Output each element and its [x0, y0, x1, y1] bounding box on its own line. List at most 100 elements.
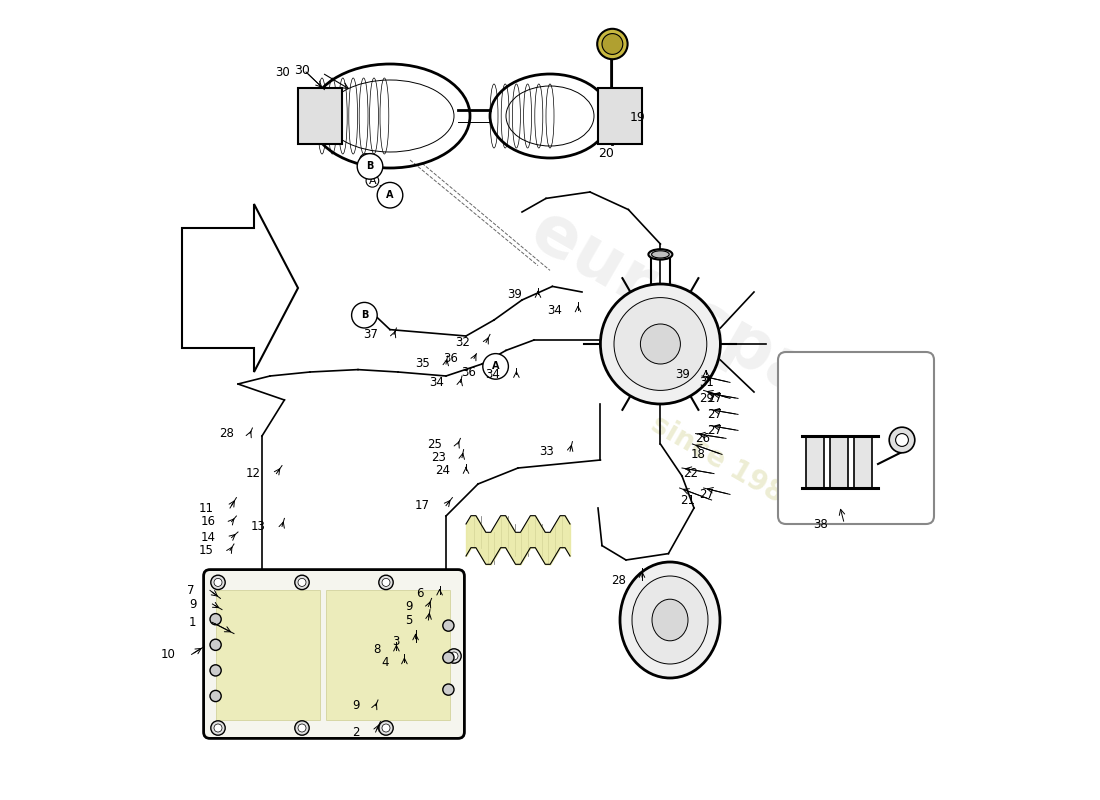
- Bar: [830, 436, 848, 488]
- Text: 34: 34: [429, 376, 444, 389]
- Text: 24: 24: [434, 464, 450, 477]
- Ellipse shape: [648, 249, 672, 259]
- Text: 39: 39: [675, 368, 690, 381]
- Circle shape: [443, 620, 454, 631]
- Circle shape: [889, 427, 915, 453]
- Text: 34: 34: [485, 368, 501, 381]
- Polygon shape: [182, 204, 298, 372]
- Circle shape: [358, 154, 383, 179]
- Text: 9: 9: [189, 598, 197, 610]
- Text: 8: 8: [373, 643, 381, 656]
- Text: 27: 27: [707, 424, 722, 437]
- Text: 1: 1: [189, 616, 197, 629]
- Circle shape: [602, 34, 623, 54]
- Circle shape: [352, 302, 377, 328]
- Text: B: B: [361, 310, 368, 320]
- Circle shape: [378, 575, 393, 590]
- Circle shape: [443, 652, 454, 663]
- Circle shape: [214, 724, 222, 732]
- Text: 4: 4: [381, 656, 388, 669]
- Text: 36: 36: [462, 366, 476, 378]
- Text: 23: 23: [431, 451, 446, 464]
- Text: 32: 32: [455, 336, 470, 349]
- Circle shape: [295, 721, 309, 735]
- Text: 39: 39: [507, 288, 522, 301]
- Text: 30: 30: [275, 66, 290, 78]
- Text: A: A: [386, 190, 394, 200]
- Text: 20: 20: [598, 147, 614, 160]
- Text: 30: 30: [294, 64, 310, 77]
- Text: 14: 14: [200, 531, 216, 544]
- Text: 37: 37: [363, 328, 378, 341]
- Text: 25: 25: [427, 438, 442, 450]
- Text: 7: 7: [187, 584, 194, 597]
- Bar: [298, 88, 342, 144]
- Text: A: A: [368, 176, 376, 186]
- Text: 28: 28: [219, 427, 234, 440]
- Text: 5: 5: [405, 614, 412, 626]
- Circle shape: [382, 724, 390, 732]
- Text: A: A: [492, 362, 499, 371]
- Bar: [598, 88, 642, 144]
- Circle shape: [210, 639, 221, 650]
- Text: 35: 35: [416, 358, 430, 370]
- Text: 31: 31: [700, 376, 714, 389]
- Text: 22: 22: [683, 467, 698, 480]
- Circle shape: [443, 684, 454, 695]
- FancyBboxPatch shape: [778, 352, 934, 524]
- Text: 13: 13: [251, 520, 266, 533]
- Text: 2: 2: [352, 726, 360, 738]
- Bar: [806, 436, 824, 488]
- Circle shape: [450, 652, 458, 660]
- Text: eurospares: eurospares: [519, 197, 933, 475]
- Text: 6: 6: [416, 587, 424, 600]
- Circle shape: [895, 434, 909, 446]
- Circle shape: [597, 29, 628, 59]
- Text: 17: 17: [415, 499, 430, 512]
- Text: 29: 29: [698, 392, 714, 405]
- Text: 21: 21: [681, 494, 695, 506]
- Ellipse shape: [620, 562, 721, 678]
- Text: 11: 11: [199, 502, 214, 514]
- Circle shape: [298, 578, 306, 586]
- Text: 36: 36: [443, 352, 458, 365]
- Circle shape: [601, 284, 720, 404]
- Text: 10: 10: [161, 648, 176, 661]
- Text: since 1985: since 1985: [646, 410, 806, 518]
- Text: 18: 18: [691, 448, 706, 461]
- Text: 27: 27: [707, 408, 722, 421]
- Circle shape: [295, 575, 309, 590]
- Circle shape: [211, 721, 226, 735]
- Text: B: B: [366, 162, 374, 171]
- Text: 33: 33: [539, 445, 554, 458]
- Ellipse shape: [632, 576, 708, 664]
- Bar: [854, 436, 871, 488]
- Circle shape: [378, 721, 393, 735]
- Ellipse shape: [651, 250, 669, 258]
- Text: 3: 3: [393, 635, 399, 648]
- Circle shape: [211, 575, 226, 590]
- Circle shape: [298, 724, 306, 732]
- Bar: [216, 590, 320, 720]
- Circle shape: [210, 614, 221, 625]
- Text: 26: 26: [695, 432, 710, 445]
- Text: 27: 27: [698, 488, 714, 501]
- Circle shape: [614, 298, 707, 390]
- Circle shape: [382, 578, 390, 586]
- Text: 15: 15: [199, 544, 214, 557]
- FancyBboxPatch shape: [204, 570, 464, 738]
- Text: 27: 27: [707, 392, 722, 405]
- Circle shape: [377, 182, 403, 208]
- Circle shape: [483, 354, 508, 379]
- Circle shape: [210, 690, 221, 702]
- Circle shape: [447, 649, 461, 663]
- Text: 38: 38: [814, 518, 828, 530]
- Text: 9: 9: [352, 699, 360, 712]
- Circle shape: [210, 665, 221, 676]
- Text: B: B: [362, 155, 370, 165]
- Circle shape: [214, 578, 222, 586]
- Ellipse shape: [652, 599, 688, 641]
- Text: 34: 34: [547, 304, 562, 317]
- Text: 28: 28: [612, 574, 626, 586]
- Text: 16: 16: [200, 515, 216, 528]
